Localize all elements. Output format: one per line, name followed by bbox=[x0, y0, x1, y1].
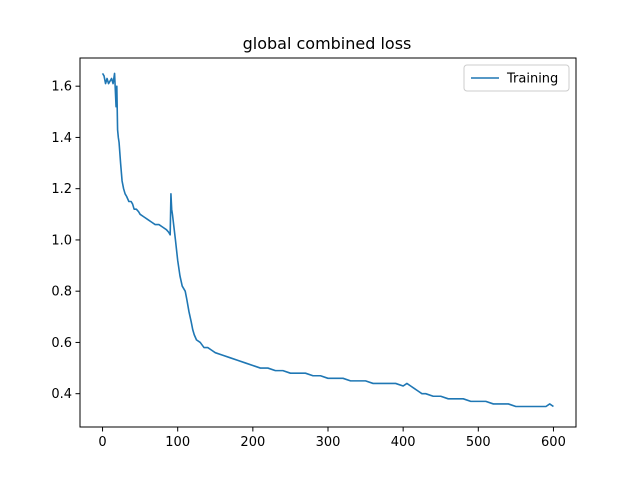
chart-title: global combined loss bbox=[243, 34, 412, 53]
axes: 0 100 200 300 400 500 600 0.4 0.6 0.8 1.0 1.2 1.4 1.6 bbox=[51, 57, 577, 450]
x-tick-label-6: 600 bbox=[541, 435, 566, 450]
y-tick-label-4: 1.2 bbox=[51, 182, 72, 197]
legend-box bbox=[463, 64, 570, 92]
x-tick-label-3: 300 bbox=[316, 435, 341, 450]
x-tick-label-0: 0 bbox=[98, 435, 106, 450]
y-tick-label-2: 0.8 bbox=[51, 285, 72, 300]
plot-area bbox=[101, 72, 554, 408]
y-tick-label-6: 1.6 bbox=[51, 80, 72, 95]
y-tick-label-1: 0.6 bbox=[51, 336, 72, 351]
series-line-0 bbox=[101, 72, 554, 408]
legend: Training bbox=[463, 64, 570, 92]
y-tick-label-0: 0.4 bbox=[51, 387, 72, 402]
x-tick-label-4: 400 bbox=[391, 435, 416, 450]
x-tick-label-5: 500 bbox=[466, 435, 491, 450]
x-tick-label-2: 200 bbox=[240, 435, 265, 450]
legend-label-0: Training bbox=[506, 72, 558, 87]
y-tick-label-3: 1.0 bbox=[51, 233, 72, 248]
x-tick-label-1: 100 bbox=[165, 435, 190, 450]
y-tick-label-5: 1.4 bbox=[51, 131, 72, 146]
